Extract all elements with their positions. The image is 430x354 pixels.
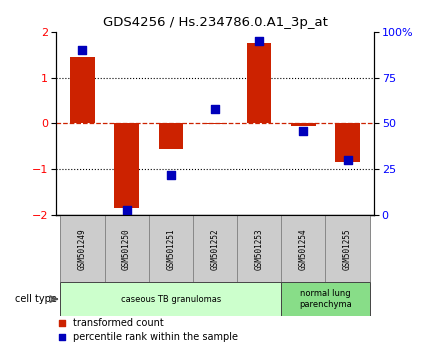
Point — [123, 207, 130, 212]
Bar — [60, 215, 104, 282]
Text: GSM501253: GSM501253 — [255, 228, 264, 269]
Bar — [247, 43, 271, 124]
Text: GSM501252: GSM501252 — [211, 228, 219, 269]
Point — [167, 172, 174, 178]
Bar — [281, 282, 370, 316]
Bar — [60, 282, 281, 316]
Point — [212, 106, 218, 112]
Bar — [159, 124, 183, 149]
Text: GSM501255: GSM501255 — [343, 228, 352, 269]
Point — [59, 334, 66, 339]
Bar — [193, 215, 237, 282]
Text: GSM501251: GSM501251 — [166, 228, 175, 269]
Point — [300, 128, 307, 134]
Bar — [104, 215, 149, 282]
Point — [59, 320, 66, 326]
Bar — [70, 57, 95, 124]
Bar — [114, 124, 139, 208]
Text: GDS4256 / Hs.234786.0.A1_3p_at: GDS4256 / Hs.234786.0.A1_3p_at — [103, 16, 327, 29]
Point — [344, 157, 351, 163]
Text: normal lung
parenchyma: normal lung parenchyma — [299, 290, 352, 309]
Text: cell type: cell type — [15, 294, 57, 304]
Text: GSM501250: GSM501250 — [122, 228, 131, 269]
Text: percentile rank within the sample: percentile rank within the sample — [74, 331, 238, 342]
Bar — [326, 215, 370, 282]
Text: caseous TB granulomas: caseous TB granulomas — [121, 295, 221, 304]
Text: GSM501254: GSM501254 — [299, 228, 308, 269]
Text: transformed count: transformed count — [74, 318, 164, 328]
Bar — [149, 215, 193, 282]
Bar — [335, 124, 360, 162]
Bar — [291, 124, 316, 126]
Bar — [237, 215, 281, 282]
Point — [79, 47, 86, 53]
Bar — [281, 215, 326, 282]
Text: GSM501249: GSM501249 — [78, 228, 87, 269]
Point — [256, 38, 263, 44]
